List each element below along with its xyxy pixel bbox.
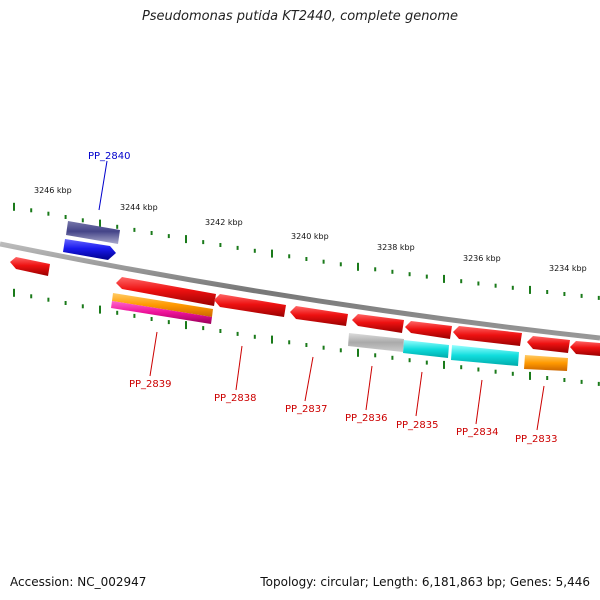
leader-pp2839 bbox=[149, 331, 158, 377]
gene-label-pp2840[interactable]: PP_2840 bbox=[88, 151, 131, 162]
gene-pp2839[interactable] bbox=[116, 277, 216, 306]
leader-pp2838 bbox=[235, 345, 243, 391]
leader-pp2840 bbox=[98, 160, 108, 211]
gene-label-pp2833[interactable]: PP_2833 bbox=[515, 434, 558, 445]
gene-pp2839-orange-feature[interactable] bbox=[112, 293, 213, 317]
leader-pp2836 bbox=[365, 365, 373, 411]
outer-tick-track bbox=[13, 202, 600, 300]
gene-pp2833-orange-feature[interactable] bbox=[524, 355, 568, 371]
tick-label-3238: 3238 kbp bbox=[377, 243, 415, 252]
gene-label-pp2837[interactable]: PP_2837 bbox=[285, 404, 328, 415]
tick-label-3246: 3246 kbp bbox=[34, 186, 72, 195]
genome-info-text: Topology: circular; Length: 6,181,863 bp… bbox=[260, 575, 590, 589]
tick-label-3236: 3236 kbp bbox=[463, 254, 501, 263]
map-title: Pseudomonas putida KT2440, complete geno… bbox=[141, 9, 459, 24]
gene-pp2835-cyan-feature[interactable] bbox=[403, 340, 449, 358]
accession-text: Accession: NC_002947 bbox=[10, 575, 147, 589]
gene-pp2833[interactable] bbox=[527, 336, 570, 353]
inner-tick-track bbox=[13, 288, 600, 386]
gene-label-pp2836[interactable]: PP_2836 bbox=[345, 413, 388, 424]
tick-label-3234: 3234 kbp bbox=[549, 264, 587, 273]
gene-right-partial[interactable] bbox=[570, 341, 600, 356]
gene-pp2840-subfeature[interactable] bbox=[66, 221, 120, 244]
leader-pp2834 bbox=[475, 379, 483, 425]
gene-pp2836[interactable] bbox=[352, 314, 404, 333]
gene-pp2837[interactable] bbox=[290, 306, 348, 326]
gene-pp2834-cyan-feature[interactable] bbox=[451, 345, 519, 366]
genome-backbone bbox=[0, 241, 600, 341]
tick-label-3244: 3244 kbp bbox=[120, 203, 158, 212]
gene-pp2840[interactable] bbox=[63, 239, 116, 260]
gene-pp2835[interactable] bbox=[405, 321, 452, 339]
gene-pp2836-gray-feature[interactable] bbox=[348, 333, 404, 352]
leader-pp2833 bbox=[536, 385, 545, 431]
gene-label-pp2839[interactable]: PP_2839 bbox=[129, 379, 172, 390]
tick-label-3240: 3240 kbp bbox=[291, 232, 329, 241]
gene-pp2839-magenta-feature[interactable] bbox=[111, 301, 212, 324]
gene-label-pp2838[interactable]: PP_2838 bbox=[214, 393, 257, 404]
tick-label-3242: 3242 kbp bbox=[205, 218, 243, 227]
leader-pp2835 bbox=[415, 371, 423, 417]
leader-pp2837 bbox=[304, 356, 314, 402]
gene-pp2838[interactable] bbox=[214, 294, 286, 317]
gene-label-pp2835[interactable]: PP_2835 bbox=[396, 420, 439, 431]
gene-left-partial[interactable] bbox=[10, 257, 50, 276]
gene-label-pp2834[interactable]: PP_2834 bbox=[456, 427, 499, 438]
gene-pp2834[interactable] bbox=[453, 326, 522, 346]
